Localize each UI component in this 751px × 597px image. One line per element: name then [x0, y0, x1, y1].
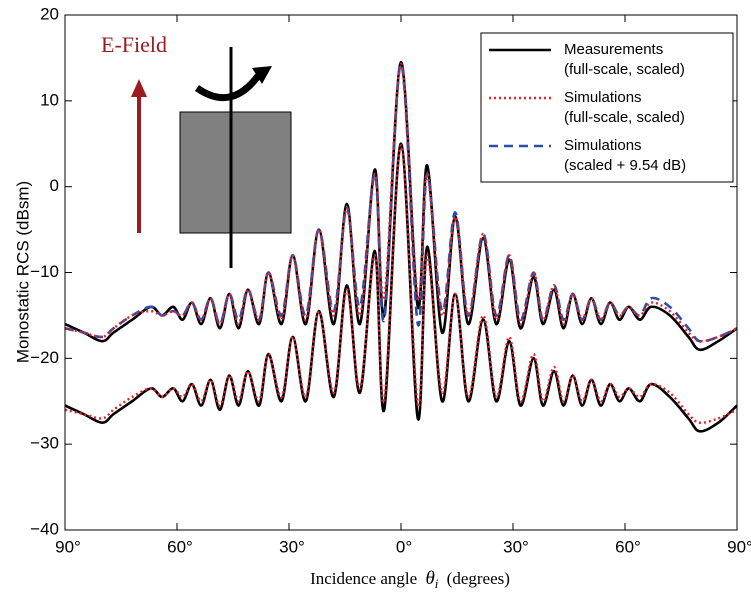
- inset-drawing: E-Field: [101, 32, 292, 268]
- plot-frame: [64, 14, 738, 531]
- x-axis-label: Incidence angle θi (degrees): [310, 568, 510, 593]
- y-tick-label: −40: [30, 519, 59, 538]
- plate: [179, 111, 292, 234]
- x-label-text: Incidence angle: [310, 569, 417, 588]
- legend: Measurements (full-scale, scaled) Simulati…: [480, 32, 734, 183]
- y-tick-label: 10: [40, 90, 59, 109]
- x-tick-label: 60°: [167, 537, 193, 556]
- y-axis-label: Monostatic RCS (dBsm): [13, 181, 32, 363]
- y-tick-label: −10: [30, 262, 59, 281]
- legend-label: (scaled + 9.54 dB): [564, 157, 686, 174]
- x-label-subscript: i: [435, 576, 439, 591]
- series-line: [64, 60, 738, 352]
- x-label-symbol: θ: [425, 568, 434, 589]
- x-tick-label: 90°: [55, 537, 81, 556]
- y-tick-label: 20: [40, 4, 59, 23]
- y-tick-label: −30: [30, 434, 59, 453]
- efield-arrowhead: [131, 79, 147, 97]
- y-tick-label: 0: [50, 176, 59, 195]
- legend-label: Simulations: [564, 137, 642, 154]
- series-line: [64, 144, 738, 425]
- rotation-arrow: [194, 73, 261, 101]
- legend-label: (full-scale, scaled): [564, 61, 685, 78]
- legend-label: Simulations: [564, 89, 642, 106]
- x-label-unit: (degrees): [447, 569, 510, 588]
- x-tick-label: 30°: [503, 537, 529, 556]
- x-tick-label: 60°: [615, 537, 641, 556]
- legend-label: (full-scale, scaled): [564, 109, 685, 126]
- y-tick-label: −20: [30, 348, 59, 367]
- x-tick-label: 30°: [279, 537, 305, 556]
- rotation-arrowhead: [252, 66, 272, 84]
- efield-label: E-Field: [101, 32, 167, 57]
- legend-label: Measurements: [564, 41, 663, 58]
- x-tick-label: 0°: [396, 537, 412, 556]
- series-line: [64, 142, 738, 433]
- series-line: [64, 62, 738, 343]
- x-tick-label: 90°: [727, 537, 751, 556]
- legend-box: [480, 32, 734, 183]
